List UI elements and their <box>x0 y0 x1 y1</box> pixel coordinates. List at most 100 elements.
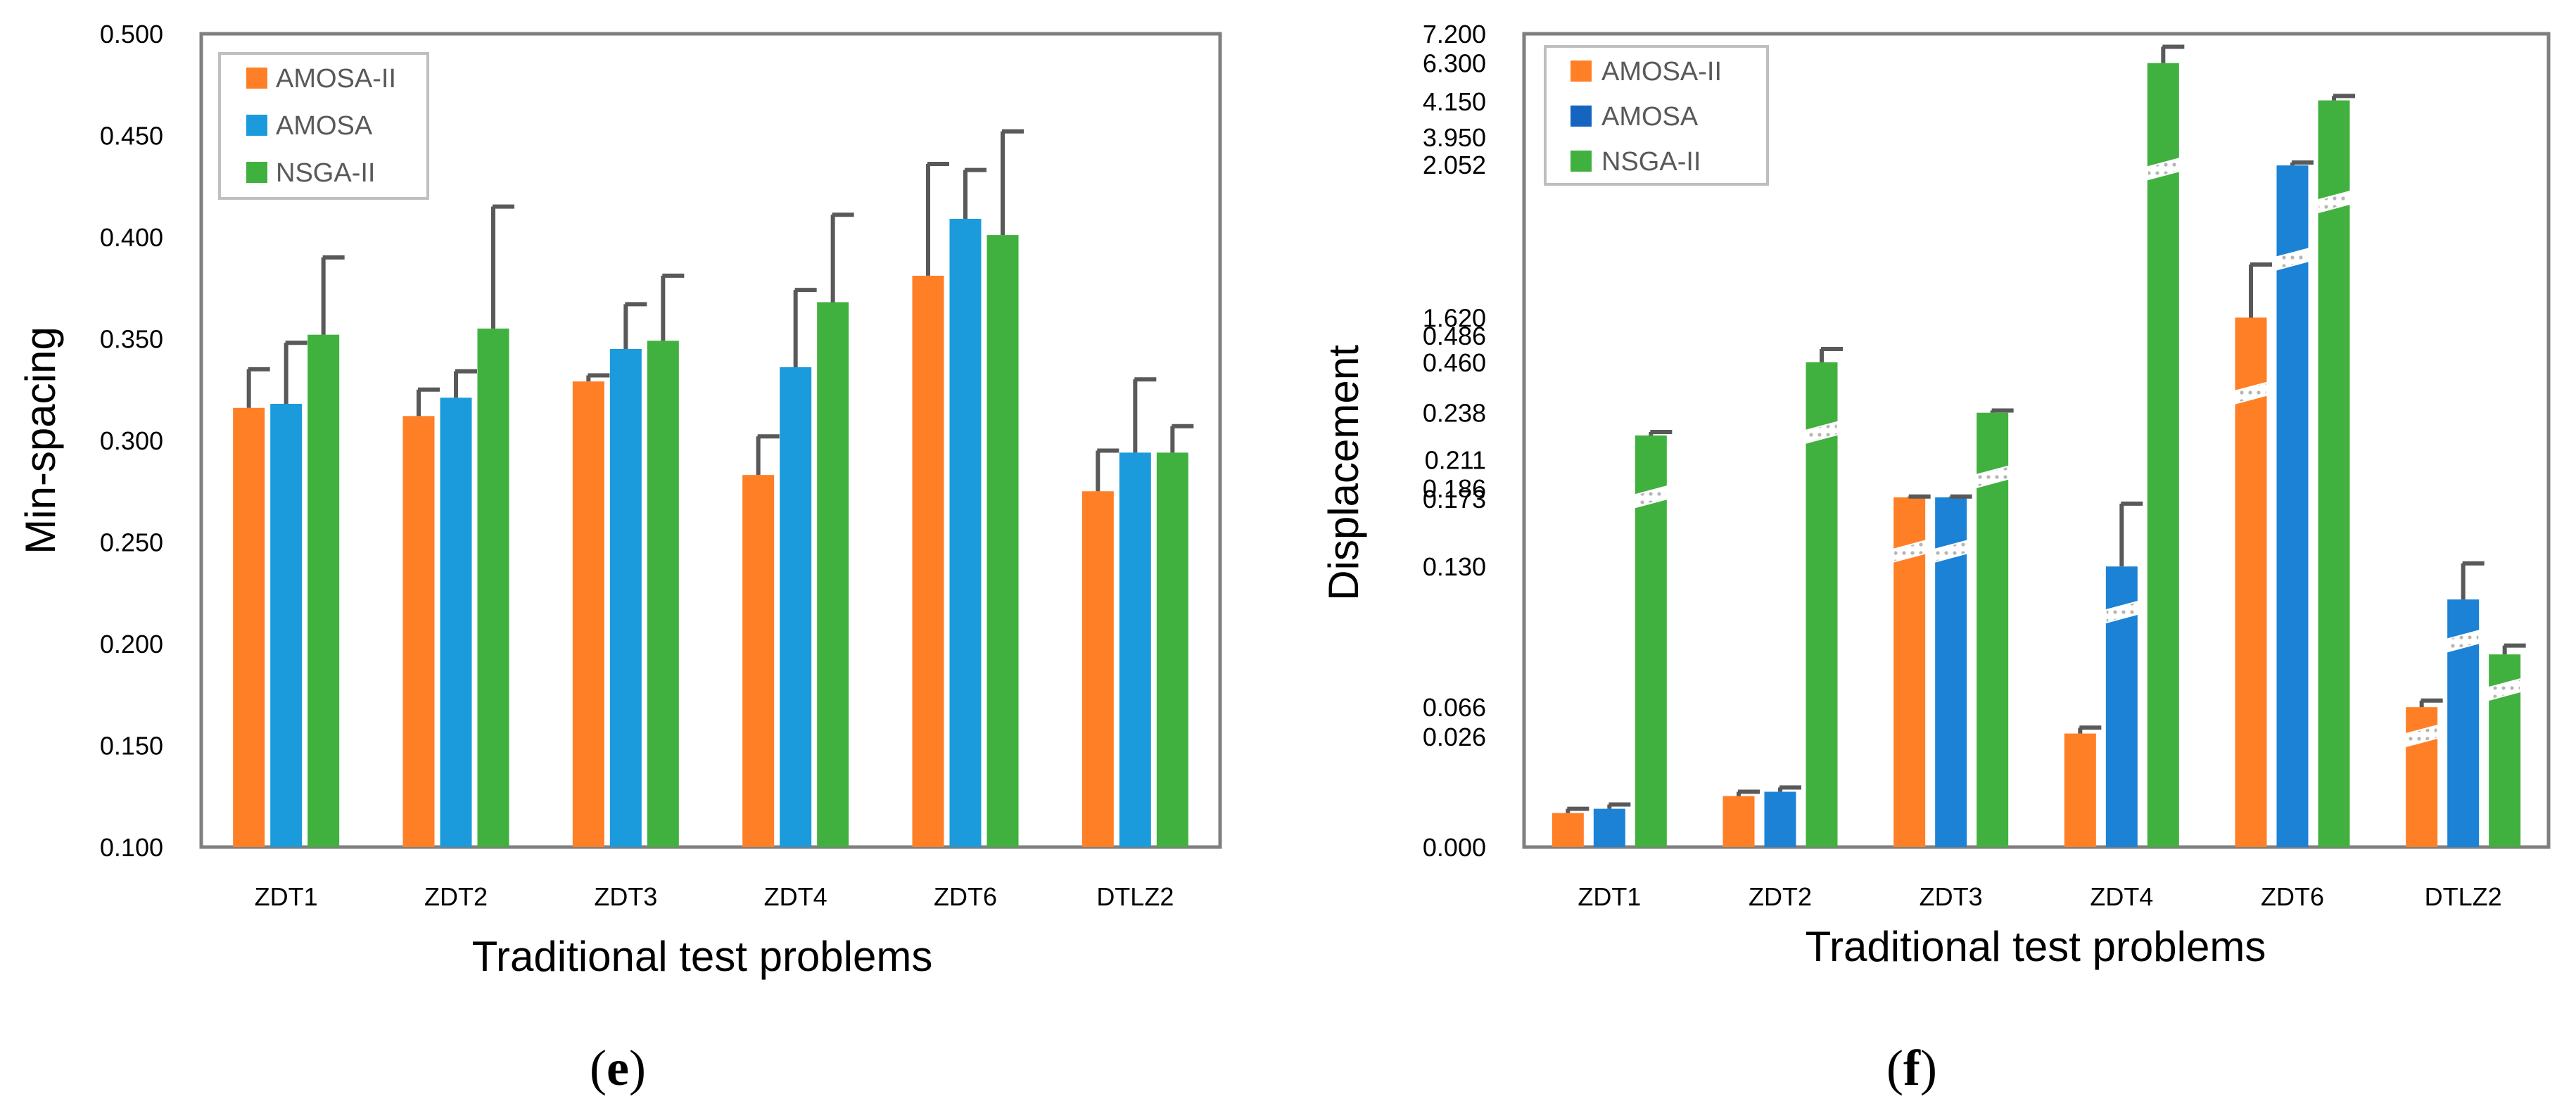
chart-f-xtick-dtlz2: DTLZ2 <box>2425 882 2502 911</box>
chart-f-ytick-5: 0.186 <box>1423 474 1486 503</box>
chart-f-bar-nsga-ii-zdt6 <box>2318 100 2350 848</box>
chart-e-xtick-zdt2: ZDT2 <box>424 882 488 911</box>
chart-f-bar-amosa-zdt6 <box>2276 165 2309 848</box>
chart-e-ytick-3: 0.250 <box>100 528 163 557</box>
chart-f-break-amosa-zdt6 <box>2276 248 2309 271</box>
chart-f-ytick-7: 0.238 <box>1423 399 1486 428</box>
chart-e-bar-amosa-ii-dtlz2 <box>1081 491 1114 847</box>
chart-f-ytick-9: 0.486 <box>1423 322 1486 350</box>
chart-f-legend-swatch-amosa <box>1571 106 1592 127</box>
chart-f-ytick-8: 0.460 <box>1423 348 1486 377</box>
chart-e-xtick-zdt1: ZDT1 <box>255 882 318 911</box>
chart-e-legend-swatch-amosa2 <box>246 68 267 89</box>
chart-e-bar-amosa-zdt3 <box>609 348 642 847</box>
chart-e-legend-label-amosa: AMOSA <box>276 111 373 141</box>
chart-f-ytick-3: 0.130 <box>1423 552 1486 581</box>
chart-e-legend-swatch-nsga2 <box>246 162 267 183</box>
chart-f-ytick-6: 0.211 <box>1425 446 1486 475</box>
chart-e-xlabel: Traditional test problems <box>472 933 933 980</box>
chart-e-bar-amosa-ii-zdt2 <box>402 416 435 847</box>
chart-e-legend: AMOSA-II AMOSA NSGA-II <box>218 52 429 200</box>
chart-e-y-ticks: 0.100 0.150 0.200 0.250 0.300 0.350 0.400 0.450… <box>100 20 163 862</box>
chart-e-bar-nsga-ii-zdt1 <box>307 334 340 848</box>
chart-f-ytick-0: 0.000 <box>1423 833 1486 862</box>
chart-e-ytick-2: 0.200 <box>100 630 163 659</box>
chart-e-bar-amosa-ii-zdt3 <box>572 381 604 847</box>
chart-e-bar-nsga-ii-zdt4 <box>817 302 849 848</box>
chart-f-ytick-2: 0.066 <box>1423 693 1486 722</box>
chart-f-bar-nsga-ii-zdt4 <box>2147 63 2179 848</box>
chart-e-bar-nsga-ii-dtlz2 <box>1156 452 1188 847</box>
chart-e-bar-amosa-dtlz2 <box>1119 452 1151 847</box>
chart-e-legend-label-nsga2: NSGA-II <box>276 158 375 188</box>
chart-f-xtick-zdt3: ZDT3 <box>1920 882 1983 911</box>
chart-f-bar-nsga-ii-zdt2 <box>1806 362 1838 847</box>
chart-f-bar-amosa-ii-zdt4 <box>2064 733 2096 847</box>
chart-f-xtick-zdt4: ZDT4 <box>2090 882 2153 911</box>
chart-f-bars <box>1552 63 2521 848</box>
caption-f-letter: f <box>1903 1040 1921 1096</box>
chart-e-bar-amosa-ii-zdt4 <box>742 475 775 847</box>
chart-e-bars <box>233 218 1188 848</box>
chart-f-break-amosa-dtlz2 <box>2447 629 2480 653</box>
chart-e-error-bars <box>246 129 1194 492</box>
chart-f-break-amosa-zdt3 <box>1934 540 1968 563</box>
chart-e-xtick-zdt6: ZDT6 <box>934 882 997 911</box>
chart-e-ytick-7: 0.450 <box>100 122 163 151</box>
chart-f-xtick-zdt2: ZDT2 <box>1749 882 1812 911</box>
chart-f-bar-amosa-zdt1 <box>1593 808 1625 847</box>
chart-f-ytick-10: 1.620 <box>1423 303 1486 332</box>
chart-f-error-bars <box>1566 44 2526 813</box>
chart-f-break-amosa-ii-zdt6 <box>2234 381 2268 405</box>
chart-e-xtick-zdt3: ZDT3 <box>594 882 657 911</box>
chart-f-break-amosa-zdt4 <box>2105 600 2138 624</box>
chart-f-legend-swatch-amosa2 <box>1571 61 1592 82</box>
chart-e-xtick-dtlz2: DTLZ2 <box>1096 882 1174 911</box>
chart-e-bar-amosa-ii-zdt6 <box>912 275 944 847</box>
chart-e-legend-label-amosa2: AMOSA-II <box>276 64 396 94</box>
chart-e-bar-amosa-ii-zdt1 <box>233 407 265 847</box>
caption-e-letter: e <box>607 1040 629 1096</box>
chart-f-break-amosa-ii-dtlz2 <box>2405 724 2439 748</box>
chart-e-xtick-zdt4: ZDT4 <box>764 882 827 911</box>
chart-e-x-ticks: ZDT1 ZDT2 ZDT3 ZDT4 ZDT6 DTLZ2 <box>255 882 1174 911</box>
chart-f-legend: AMOSA-II AMOSA NSGA-II <box>1544 45 1769 186</box>
chart-f-break-nsga-ii-zdt3 <box>1976 465 2010 489</box>
chart-e-bar-nsga-ii-zdt3 <box>647 341 679 847</box>
chart-f-bar-amosa-zdt2 <box>1764 791 1796 847</box>
chart-f-ytick-4: 0.173 <box>1423 485 1486 514</box>
chart-f-xtick-zdt1: ZDT1 <box>1578 882 1641 911</box>
chart-f-ytick-15: 7.200 <box>1423 20 1486 49</box>
caption-f: (f) <box>1886 1040 1937 1096</box>
chart-e-ytick-4: 0.300 <box>100 426 163 455</box>
chart-f-xlabel: Traditional test problems <box>1806 923 2266 970</box>
chart-e-legend-swatch-amosa <box>246 115 267 136</box>
chart-f-ytick-1: 0.026 <box>1423 723 1486 751</box>
chart-e-ytick-8: 0.500 <box>100 20 163 49</box>
chart-e: 0.100 0.150 0.200 0.250 0.300 0.350 0.400 0.450… <box>17 20 1222 1096</box>
chart-f-legend-label-amosa2: AMOSA-II <box>1601 57 1722 87</box>
chart-f-break-nsga-ii-zdt2 <box>1805 421 1839 445</box>
chart-e-bar-nsga-ii-zdt2 <box>477 329 509 847</box>
chart-f-break-nsga-ii-zdt1 <box>1634 485 1668 509</box>
chart-f-ytick-11: 2.052 <box>1423 151 1486 179</box>
chart-f-bar-amosa-ii-zdt6 <box>2235 317 2267 848</box>
chart-f-x-ticks: ZDT1 ZDT2 ZDT3 ZDT4 ZDT6 DTLZ2 <box>1578 882 2501 911</box>
chart-f-legend-label-nsga2: NSGA-II <box>1601 147 1701 177</box>
chart-e-ytick-6: 0.400 <box>100 223 163 252</box>
chart-e-bar-amosa-zdt1 <box>270 403 303 847</box>
chart-f-legend-label-amosa: AMOSA <box>1601 102 1699 132</box>
chart-f-break-nsga-ii-zdt4 <box>2146 158 2180 181</box>
chart-f-axis-break-marks <box>1634 158 2522 748</box>
chart-e-bar-amosa-zdt6 <box>949 218 982 847</box>
chart-f-break-nsga-ii-dtlz2 <box>2488 678 2522 701</box>
chart-f-bar-amosa-ii-zdt1 <box>1552 813 1584 847</box>
chart-f-ytick-13: 4.150 <box>1423 87 1486 116</box>
chart-f-xtick-zdt6: ZDT6 <box>2261 882 2324 911</box>
chart-e-ylabel: Min-spacing <box>17 326 64 554</box>
chart-f-break-nsga-ii-zdt6 <box>2317 190 2351 214</box>
chart-e-ytick-5: 0.350 <box>100 325 163 354</box>
